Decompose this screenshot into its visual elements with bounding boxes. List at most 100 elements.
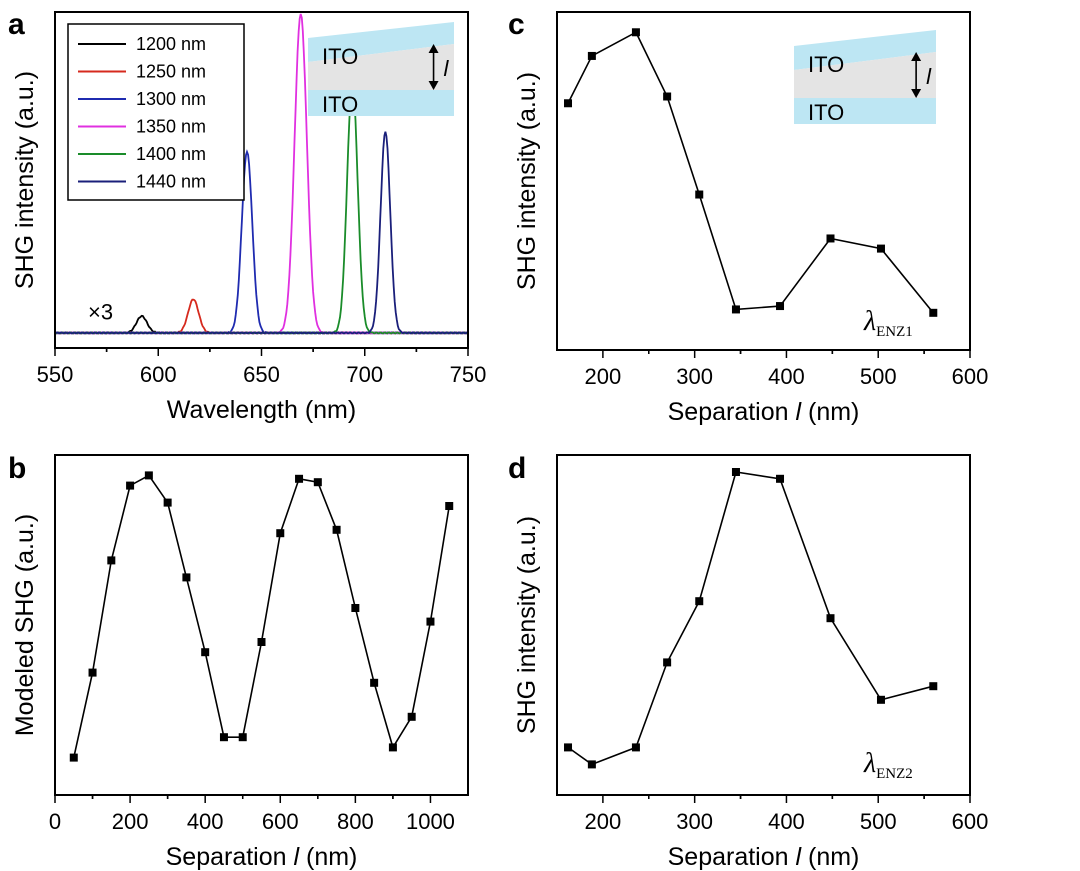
x-tick-label-a: 650	[243, 362, 280, 387]
data-point-b	[426, 617, 435, 626]
plot-frame-c	[556, 11, 971, 351]
inset-top-label-a: ITO	[322, 44, 358, 69]
data-point-b	[295, 474, 304, 483]
data-point-d	[564, 743, 573, 752]
x-axis-label-text: Separation	[668, 843, 796, 871]
x-tick-label-b: 400	[187, 809, 224, 834]
data-point-b	[88, 668, 97, 677]
data-point-b	[351, 604, 360, 612]
legend-label: 1250 nm	[136, 62, 206, 82]
legend-label: 1440 nm	[136, 172, 206, 192]
x-axis-label-d: Separation l (nm)	[668, 843, 860, 871]
x-tick-label-b: 600	[262, 809, 299, 834]
series-line-b	[72, 474, 451, 758]
x-tick-label-d: 200	[585, 809, 622, 834]
panel-b: b 0 200 400 600 800 1000 Separation l (nm) Model…	[8, 452, 469, 871]
data-point-b	[276, 529, 285, 538]
x-tick-label-a: 700	[346, 362, 383, 387]
data-point-d	[826, 614, 835, 623]
spectra-group	[56, 13, 467, 335]
multiplier-annotation: ×3	[88, 299, 113, 324]
inset-top-label-c: ITO	[808, 52, 844, 77]
inset-top-layer-a	[308, 22, 454, 62]
data-point-c	[876, 244, 885, 253]
lambda-subscript: ENZ2	[876, 766, 913, 782]
x-tick-label-c: 400	[768, 364, 805, 389]
x-tick-label-c: 600	[952, 364, 989, 389]
plot-frame-b	[54, 454, 469, 796]
data-point-b	[388, 743, 397, 752]
x-tick-label-a: 600	[140, 362, 177, 387]
data-point-c	[731, 305, 740, 314]
data-point-b	[445, 502, 454, 510]
data-point-b	[332, 525, 341, 534]
x-axis-label-a: Wavelength (nm)	[167, 396, 356, 424]
panel-d: d 200 300 400 500 600 Separation l (nm) SHG int…	[508, 452, 988, 871]
x-tick-label-b: 800	[337, 809, 374, 834]
inset-bottom-label-c: ITO	[808, 100, 844, 125]
inset-bottom-layer-c	[794, 98, 936, 124]
x-axis-label-unit: (nm)	[801, 398, 859, 426]
panel-letter-c: c	[508, 8, 525, 41]
x-axis-label-c: Separation l (nm)	[668, 398, 860, 426]
y-axis-label-a: SHG intensity (a.u.)	[11, 71, 39, 289]
inset-gap-c	[794, 52, 936, 98]
data-point-b	[144, 471, 153, 480]
data-point-c	[826, 234, 835, 243]
x-tick-label-d: 300	[676, 809, 713, 834]
inset-separation-symbol-c: l	[926, 64, 932, 89]
x-axis-label-variable: l	[293, 843, 300, 871]
x-axis-label-variable: l	[795, 843, 802, 871]
data-point-d	[876, 695, 885, 704]
y-axis-label-c: SHG intensity (a.u.)	[513, 72, 541, 290]
x-axis-label-b: Separation l (nm)	[166, 843, 358, 871]
data-point-b	[313, 478, 322, 487]
x-tick-label-b: 1000	[406, 809, 455, 834]
panel-letter-a: a	[8, 8, 25, 41]
lambda-annotation-d: λENZ2	[863, 748, 913, 782]
x-axis-label-variable: l	[795, 398, 802, 426]
data-point-c	[695, 190, 704, 199]
y-axis-label-b: Modeled SHG (a.u.)	[11, 514, 39, 736]
panel-letter-d: d	[508, 452, 526, 485]
data-point-b	[126, 481, 135, 490]
x-axis-label-unit: (nm)	[299, 843, 357, 871]
x-tick-label-a: 750	[450, 362, 487, 387]
x-tick-label-a: 550	[37, 362, 74, 387]
data-point-d	[663, 658, 672, 667]
data-point-c	[587, 51, 596, 60]
inset-bottom-label-a: ITO	[322, 92, 358, 117]
data-point-c	[564, 99, 573, 108]
inset-arrow-head-c	[911, 89, 922, 98]
lambda-annotation-c: λENZ1	[863, 306, 913, 340]
inset-arrow-head-a	[428, 44, 439, 53]
panel-letter-b: b	[8, 452, 26, 485]
data-point-b	[219, 733, 228, 742]
data-point-b	[370, 678, 379, 687]
data-point-b	[407, 712, 416, 721]
x-tick-label-b: 0	[49, 809, 61, 834]
x-tick-label-c: 500	[860, 364, 897, 389]
x-tick-label-c: 300	[676, 364, 713, 389]
data-point-c	[776, 302, 785, 311]
data-point-d	[695, 597, 704, 606]
data-point-c	[929, 308, 938, 317]
inset-bottom-layer-a	[308, 90, 454, 116]
lambda-symbol: λ	[863, 306, 876, 337]
inset-separation-symbol-a: l	[444, 56, 450, 81]
x-tick-label-b: 200	[112, 809, 149, 834]
x-tick-label-d: 600	[952, 809, 989, 834]
inset-arrow-head-c	[911, 52, 922, 61]
inset-gap-a	[308, 44, 454, 90]
data-point-d	[731, 468, 740, 476]
legend-label: 1200 nm	[136, 34, 206, 54]
x-axis-label-text: Separation	[668, 398, 796, 426]
spectrum-1440-nm	[56, 131, 467, 335]
lambda-symbol: λ	[863, 748, 876, 779]
series-line-d	[567, 471, 934, 766]
x-axis-label-text: Separation	[166, 843, 294, 871]
panel-c: c 200 300 400 500 600 Separation l (nm) SHG int…	[508, 8, 988, 426]
x-axis-label-unit: (nm)	[801, 843, 859, 871]
legend-label: 1350 nm	[136, 117, 206, 137]
